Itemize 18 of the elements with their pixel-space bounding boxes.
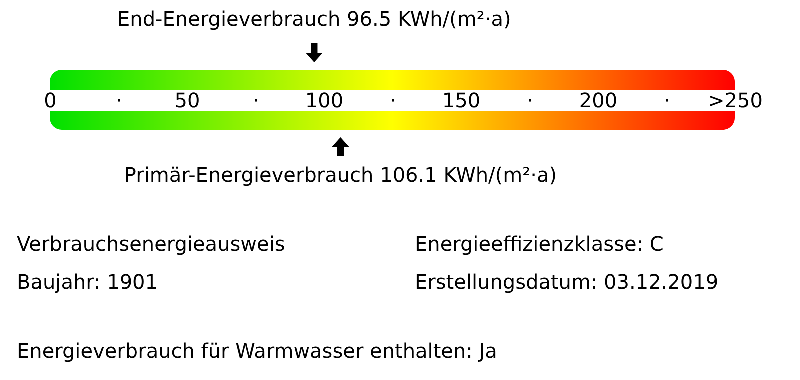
text: Baujahr: 1901 xyxy=(17,270,158,294)
x-tick-label: · xyxy=(390,88,396,112)
x-tick-label: · xyxy=(664,88,670,112)
x-tick-label: 200 xyxy=(579,88,618,112)
x-tick-label: 0 xyxy=(44,88,57,112)
annotation: End-Energieverbrauch 96.5 KWh/(m²·a) xyxy=(118,7,512,31)
x-tick-label: 50 xyxy=(174,88,200,112)
text: Energieverbrauch für Warmwasser enthalten: Ja xyxy=(17,339,498,363)
x-tick-label: >250 xyxy=(708,88,763,112)
text: Energieeffizienzklasse: C xyxy=(415,232,664,256)
text: Verbrauchsenergieausweis xyxy=(17,232,286,256)
x-tick-label: · xyxy=(252,88,260,112)
x-tick-label: · xyxy=(526,88,534,112)
x-tick-label: · xyxy=(116,88,122,112)
text: Erstellungsdatum: 03.12.2019 xyxy=(415,270,719,294)
x-tick-label: 100 xyxy=(305,88,344,112)
x-tick-label: 150 xyxy=(442,88,481,112)
annotation: Primär-Energieverbrauch 106.1 KWh/(m²·a) xyxy=(124,163,558,187)
